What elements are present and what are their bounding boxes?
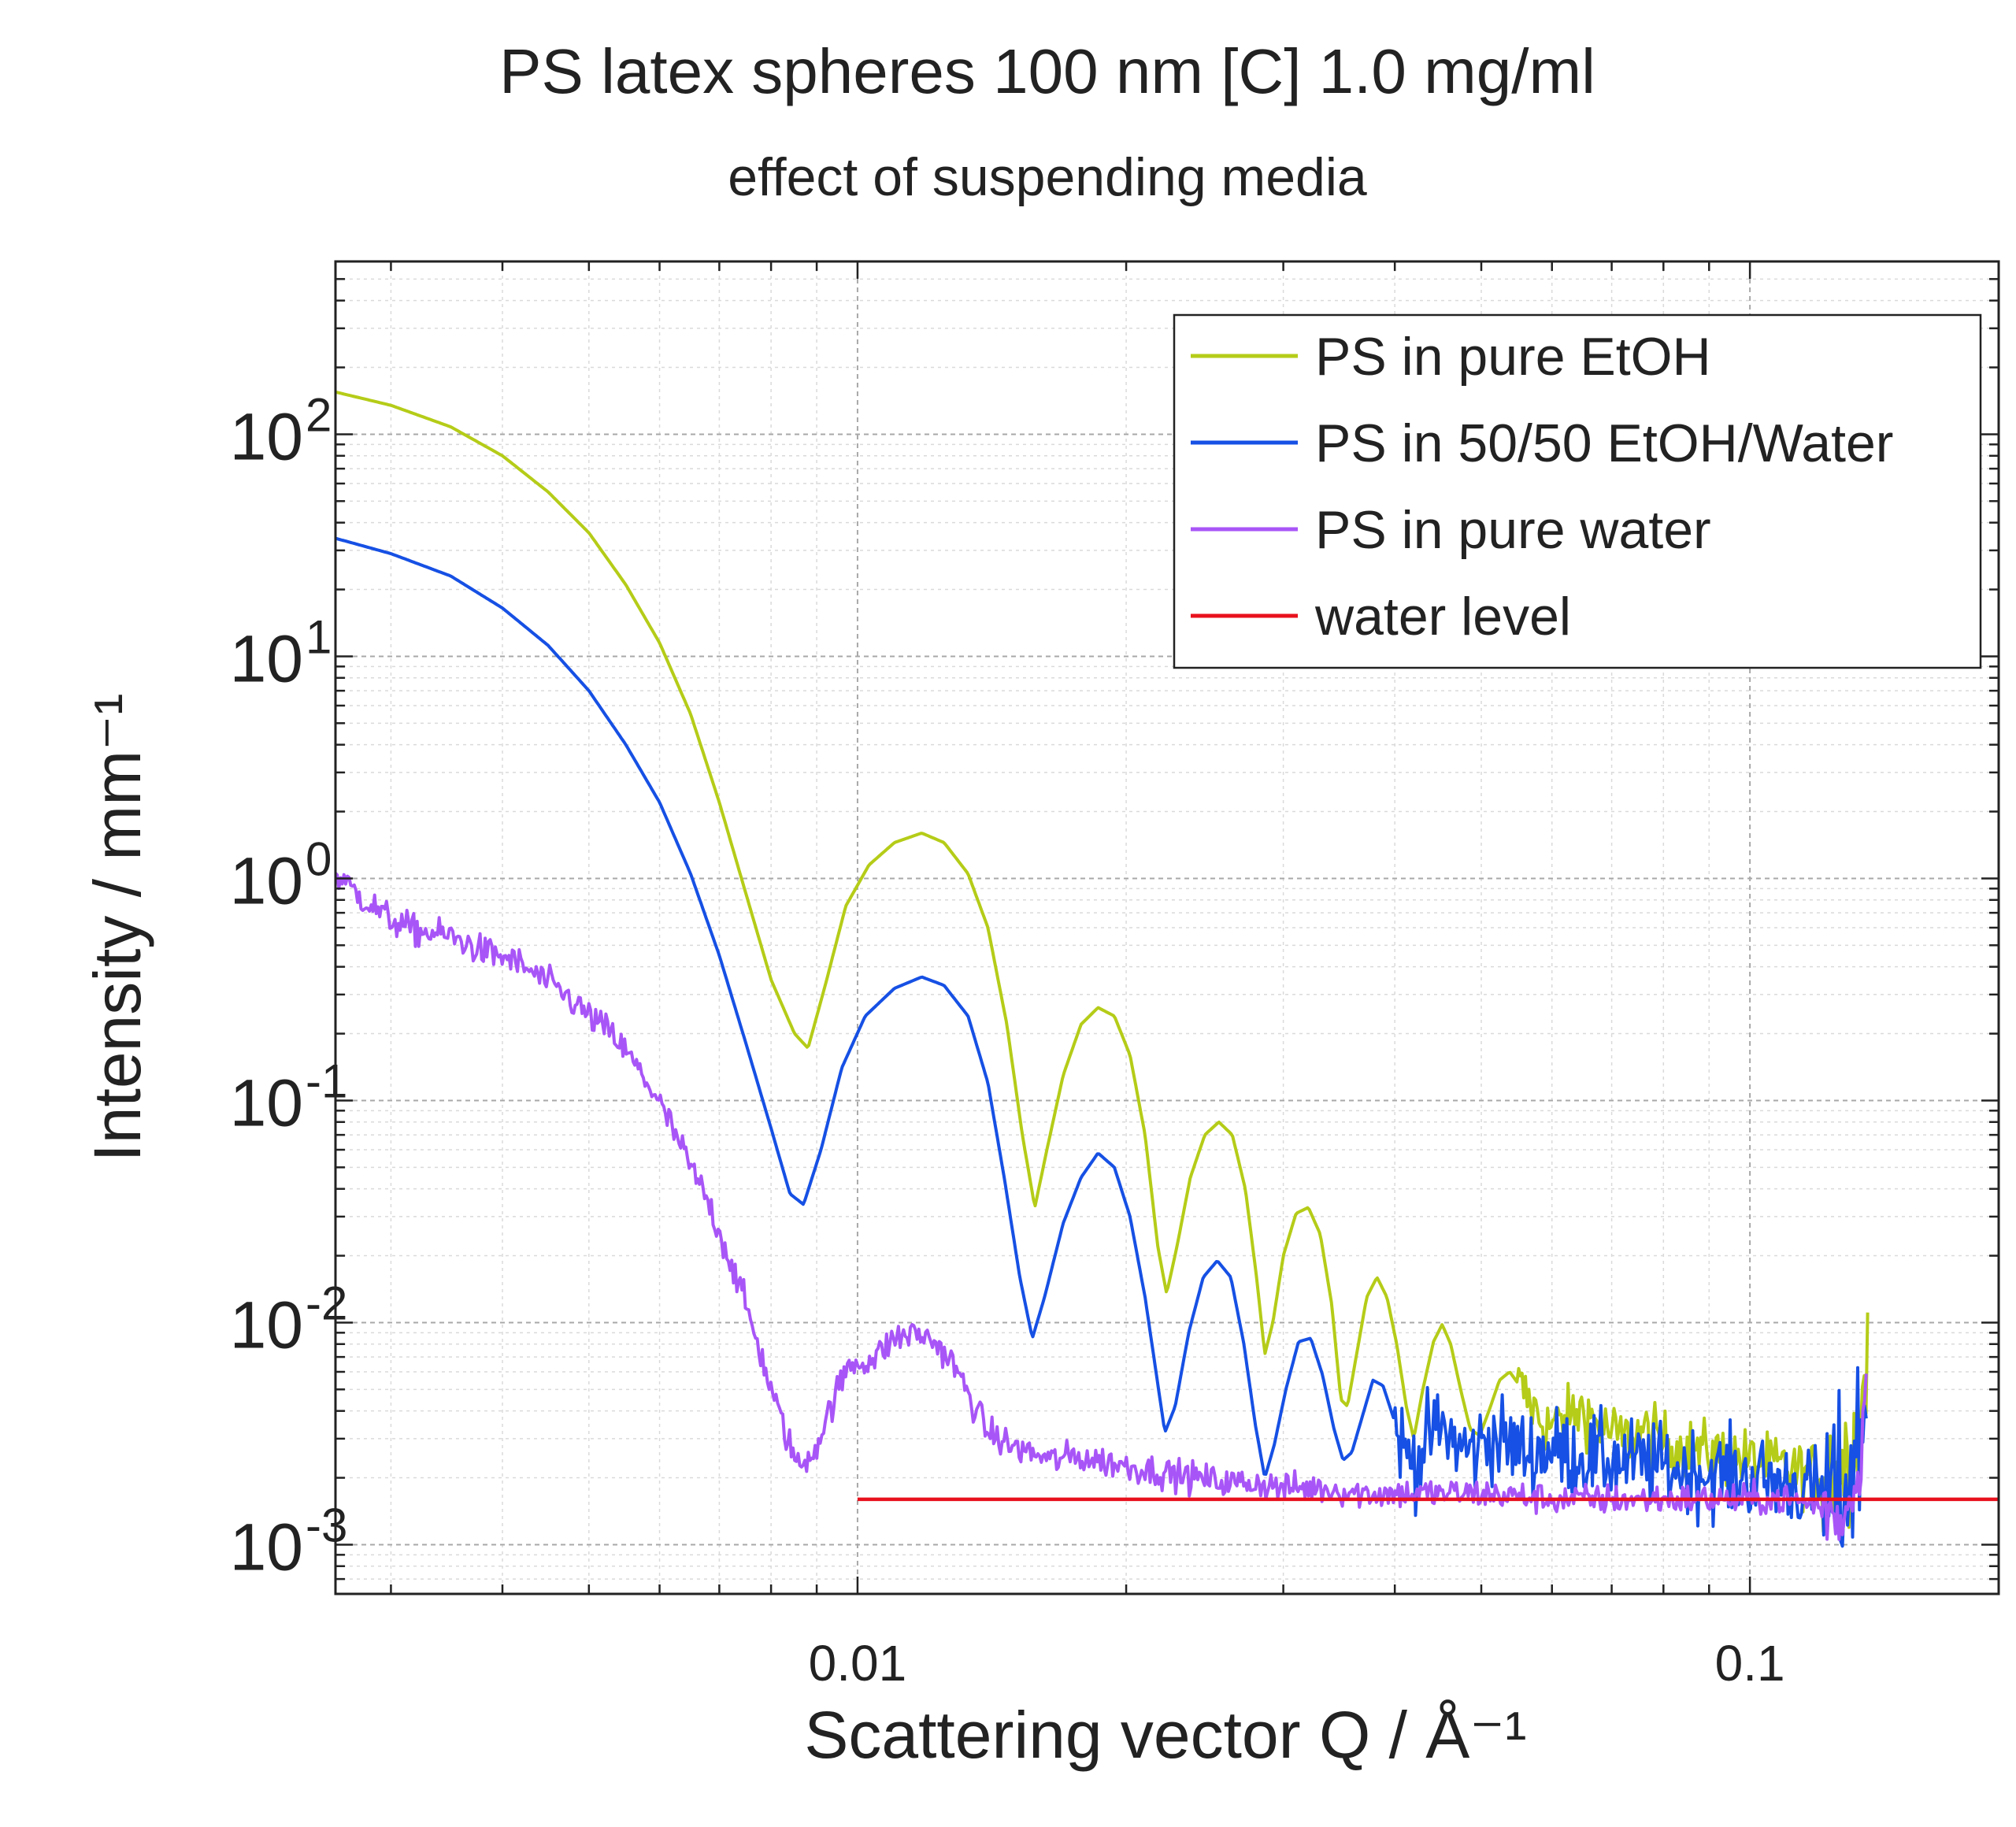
- series-line-1: [335, 536, 1868, 1548]
- legend-label: PS in pure water: [1315, 500, 1711, 560]
- x-tick-label: 0.1: [1715, 1635, 1785, 1692]
- y-tick-label-base: 10: [230, 1510, 303, 1584]
- y-tick-label: 10 -3: [230, 1499, 348, 1584]
- chart-title: PS latex spheres 100 nm [C] 1.0 mg/ml: [499, 36, 1595, 106]
- y-tick-label-exponent: -1: [306, 1054, 347, 1107]
- series-line-0: [335, 390, 1870, 1533]
- legend-label: water level: [1314, 587, 1571, 647]
- x-tick-label: 0.01: [809, 1635, 907, 1692]
- tick-marks: [335, 260, 1999, 1595]
- y-tick-label: 10 1: [230, 610, 332, 695]
- y-tick-label-exponent: 0: [306, 832, 332, 885]
- y-tick-label: 10 -2: [230, 1277, 348, 1362]
- x-tick-labels: 0.01 0.1: [809, 1635, 1785, 1692]
- y-axis-label: Intensity / mm⁻¹: [80, 693, 154, 1162]
- y-tick-label: 10 0: [230, 832, 332, 917]
- y-tick-label-exponent: -2: [306, 1277, 347, 1329]
- series-layer: [335, 390, 1999, 1548]
- legend-label: PS in 50/50 EtOH/Water: [1315, 413, 1893, 473]
- legend: PS in pure EtOH PS in 50/50 EtOH/Water PS …: [1173, 313, 1982, 669]
- y-tick-label-exponent: -3: [306, 1499, 347, 1551]
- y-tick-label-base: 10: [230, 843, 303, 917]
- legend-label: PS in pure EtOH: [1315, 327, 1711, 387]
- y-tick-label-base: 10: [230, 1288, 303, 1362]
- y-tick-label-exponent: 2: [306, 388, 332, 441]
- y-tick-label-base: 10: [230, 1065, 303, 1140]
- chart-subtitle: effect of suspending media: [728, 147, 1367, 207]
- x-axis-label: Scattering vector Q / Å⁻¹: [804, 1698, 1526, 1772]
- legend-box: [1173, 313, 1982, 669]
- y-tick-label-exponent: 1: [306, 610, 332, 663]
- y-tick-label: 10 2: [230, 388, 332, 473]
- y-tick-label-base: 10: [230, 621, 303, 695]
- y-tick-label: 10 -1: [230, 1054, 348, 1140]
- y-tick-label-base: 10: [230, 399, 303, 473]
